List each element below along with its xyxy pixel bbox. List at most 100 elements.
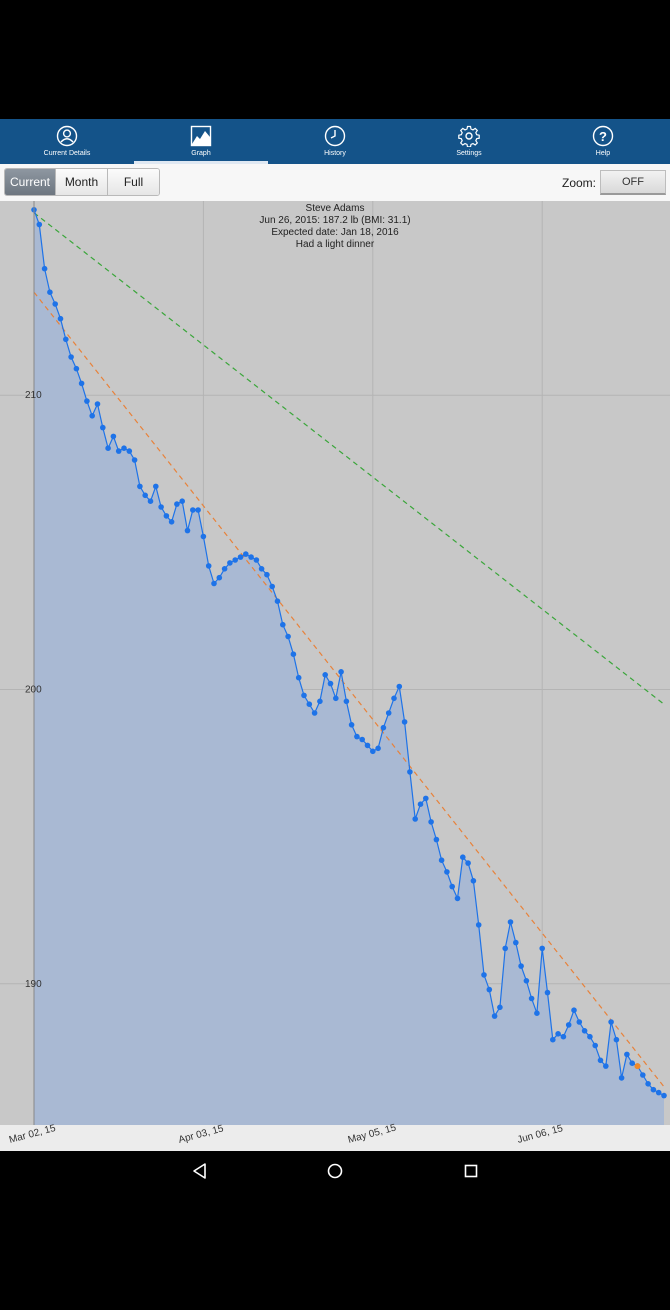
data-point: [359, 736, 366, 743]
data-point: [608, 1019, 614, 1025]
series-area: [34, 209, 664, 1126]
data-point: [565, 1022, 572, 1028]
data-point: [322, 672, 329, 678]
data-point: [290, 651, 297, 657]
tab-label: History: [324, 150, 346, 157]
data-point: [513, 939, 519, 946]
data-point: [539, 945, 545, 952]
person-circle-icon: [56, 125, 78, 147]
zoom-toggle[interactable]: OFF: [600, 170, 666, 195]
data-point: [592, 1042, 598, 1049]
data-point: [407, 769, 413, 775]
data-point: [343, 698, 350, 705]
data-point: [491, 1013, 498, 1019]
data-point: [338, 669, 344, 675]
data-point: [449, 883, 456, 890]
data-point: [518, 963, 524, 969]
data-point: [200, 533, 207, 540]
data-point: [163, 513, 170, 519]
data-point: [470, 878, 477, 884]
data-point: [311, 710, 318, 716]
annotation-line: Steve Adams: [306, 203, 365, 214]
data-point: [603, 1063, 609, 1069]
data-point: [41, 265, 48, 272]
tab-graph[interactable]: Graph: [134, 119, 268, 164]
home-icon[interactable]: [323, 1159, 347, 1183]
data-point: [581, 1028, 588, 1034]
data-point: [507, 919, 514, 925]
tab-settings[interactable]: Settings: [402, 119, 536, 164]
data-point: [560, 1033, 567, 1040]
data-point: [115, 448, 122, 454]
data-point: [147, 498, 154, 505]
data-point: [57, 315, 64, 322]
data-point: [68, 354, 74, 360]
data-point: [301, 692, 307, 699]
data-point: [417, 801, 424, 807]
selected-data-point: [634, 1063, 641, 1070]
data-point: [258, 566, 265, 572]
range-current-button[interactable]: Current: [5, 169, 56, 195]
data-point: [438, 857, 445, 863]
data-point: [412, 816, 419, 822]
range-month-button[interactable]: Month: [56, 169, 108, 195]
data-point: [629, 1060, 635, 1066]
data-point: [78, 380, 85, 387]
data-point: [100, 424, 106, 431]
annotation-line: Had a light dinner: [296, 239, 375, 250]
tab-help[interactable]: ? Help: [536, 119, 670, 164]
data-point: [655, 1089, 662, 1096]
data-point: [444, 869, 450, 875]
trend-line: [33, 291, 665, 1088]
data-point: [576, 1019, 583, 1025]
recents-icon[interactable]: [459, 1159, 483, 1183]
data-point: [142, 492, 148, 499]
data-point: [645, 1081, 651, 1087]
data-point: [280, 621, 286, 628]
data-point: [190, 507, 196, 513]
data-point: [110, 433, 117, 440]
data-point: [295, 674, 302, 681]
data-point: [661, 1092, 667, 1099]
tab-bar: Current Details Graph History Settings: [0, 119, 670, 164]
data-point: [253, 557, 260, 563]
data-point: [454, 895, 461, 902]
data-point: [380, 724, 387, 731]
data-point: [523, 978, 530, 984]
data-point: [348, 722, 355, 728]
annotation-line: Expected date: Jan 18, 2016: [271, 227, 399, 238]
data-point: [221, 566, 228, 572]
data-point: [433, 836, 440, 843]
gear-icon: [458, 125, 480, 147]
goal-line: [33, 212, 665, 705]
data-point: [550, 1036, 556, 1043]
data-point: [528, 995, 535, 1002]
data-point: [121, 445, 127, 451]
back-icon[interactable]: [188, 1159, 212, 1183]
data-point: [211, 580, 217, 587]
tab-current-details[interactable]: Current Details: [0, 119, 134, 164]
range-segmented-control: Current Month Full: [4, 168, 160, 196]
data-point: [460, 854, 466, 860]
data-point: [131, 457, 138, 463]
data-point: [274, 598, 281, 604]
data-point: [624, 1051, 630, 1058]
tab-label: Graph: [191, 150, 211, 157]
data-point: [587, 1033, 593, 1040]
data-point: [497, 1004, 503, 1011]
data-point: [306, 701, 313, 707]
data-point: [105, 445, 111, 451]
x-axis-band: [0, 1125, 670, 1151]
data-point: [89, 413, 95, 419]
range-full-button[interactable]: Full: [108, 169, 159, 195]
data-point: [195, 507, 201, 513]
tab-history[interactable]: History: [268, 119, 402, 164]
data-point: [618, 1075, 625, 1081]
data-point: [317, 698, 323, 705]
data-point: [73, 365, 80, 372]
data-point: [126, 448, 133, 454]
data-point: [481, 972, 487, 978]
data-point: [184, 527, 191, 534]
